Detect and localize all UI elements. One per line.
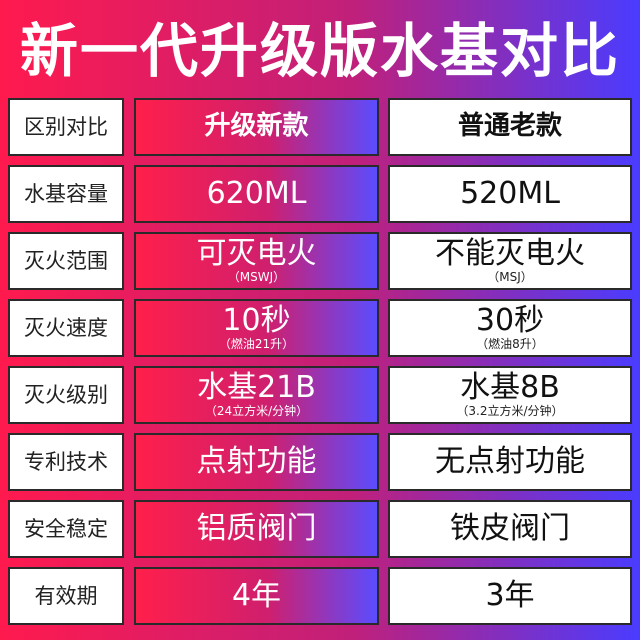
new-model-value: 铝质阀门 — [196, 511, 317, 547]
old-model-value: 普通老款 — [457, 111, 562, 142]
old-model-cell: 30秒 （燃油8升） — [388, 299, 632, 357]
new-model-value: 水基21B — [197, 369, 316, 405]
old-model-value: 520ML — [460, 176, 560, 212]
old-model-cell: 铁皮阀门 — [388, 500, 632, 558]
old-model-cell: 无点射功能 — [388, 433, 632, 491]
new-model-cell: 铝质阀门 — [134, 500, 379, 558]
row-label: 灭火范围 — [8, 232, 124, 290]
old-model-note: （燃油8升） — [476, 337, 544, 352]
old-model-cell: 不能灭电火 （MSJ） — [388, 232, 632, 290]
new-model-value: 4年 — [231, 578, 282, 614]
old-model-cell: 水基8B （3.2立方米/分钟） — [388, 366, 632, 424]
new-model-cell: 可灭电火 （MSWJ） — [134, 232, 379, 290]
new-model-value: 点射功能 — [196, 444, 317, 480]
table-row: 专利技术 点射功能 无点射功能 — [8, 433, 632, 493]
old-model-note: （MSJ） — [487, 270, 533, 285]
row-label: 有效期 — [8, 567, 124, 625]
table-row: 灭火级别 水基21B （24立方米/分钟） 水基8B （3.2立方米/分钟） — [8, 366, 632, 426]
table-row: 灭火速度 10秒 （燃油21升） 30秒 （燃油8升） — [8, 299, 632, 359]
new-model-cell: 升级新款 — [134, 98, 379, 156]
old-model-value: 铁皮阀门 — [450, 511, 570, 547]
new-model-cell: 620ML — [134, 165, 379, 223]
new-model-cell: 10秒 （燃油21升） — [134, 299, 379, 357]
old-model-cell: 3年 — [388, 567, 632, 625]
row-label: 灭火速度 — [8, 299, 124, 357]
new-model-cell: 4年 — [134, 567, 379, 625]
table-row: 安全稳定 铝质阀门 铁皮阀门 — [8, 500, 632, 560]
row-label: 水基容量 — [8, 165, 124, 223]
table-row: 水基容量 620ML 520ML — [8, 165, 632, 225]
table-row: 有效期 4年 3年 — [8, 567, 632, 627]
page-title: 新一代升级版水基对比 — [19, 17, 620, 85]
table-row: 灭火范围 可灭电火 （MSWJ） 不能灭电火 （MSJ） — [8, 232, 632, 292]
old-model-value: 无点射功能 — [435, 444, 585, 480]
old-model-value: 3年 — [485, 578, 535, 614]
comparison-table: 区别对比 升级新款 普通老款 水基容量 620ML 520ML 灭火范围 可灭电… — [8, 98, 632, 638]
row-label: 灭火级别 — [8, 366, 124, 424]
row-label: 安全稳定 — [8, 500, 124, 558]
old-model-cell: 520ML — [388, 165, 632, 223]
new-model-value: 620ML — [206, 176, 307, 212]
old-model-note: （3.2立方米/分钟） — [456, 404, 564, 419]
new-model-cell: 点射功能 — [134, 433, 379, 491]
new-model-cell: 水基21B （24立方米/分钟） — [134, 366, 379, 424]
new-model-note: （燃油21升） — [218, 337, 295, 352]
old-model-value: 30秒 — [475, 302, 545, 338]
row-label: 区别对比 — [8, 98, 124, 156]
new-model-note: （MSWJ） — [227, 270, 286, 285]
old-model-value: 水基8B — [460, 369, 560, 405]
row-label: 专利技术 — [8, 433, 124, 491]
old-model-value: 不能灭电火 — [435, 235, 585, 271]
new-model-value: 10秒 — [222, 302, 291, 338]
new-model-value: 可灭电火 — [196, 235, 317, 271]
new-model-value: 升级新款 — [204, 111, 309, 142]
old-model-cell: 普通老款 — [388, 98, 632, 156]
new-model-note: （24立方米/分钟） — [204, 404, 309, 419]
table-row: 区别对比 升级新款 普通老款 — [8, 98, 632, 158]
